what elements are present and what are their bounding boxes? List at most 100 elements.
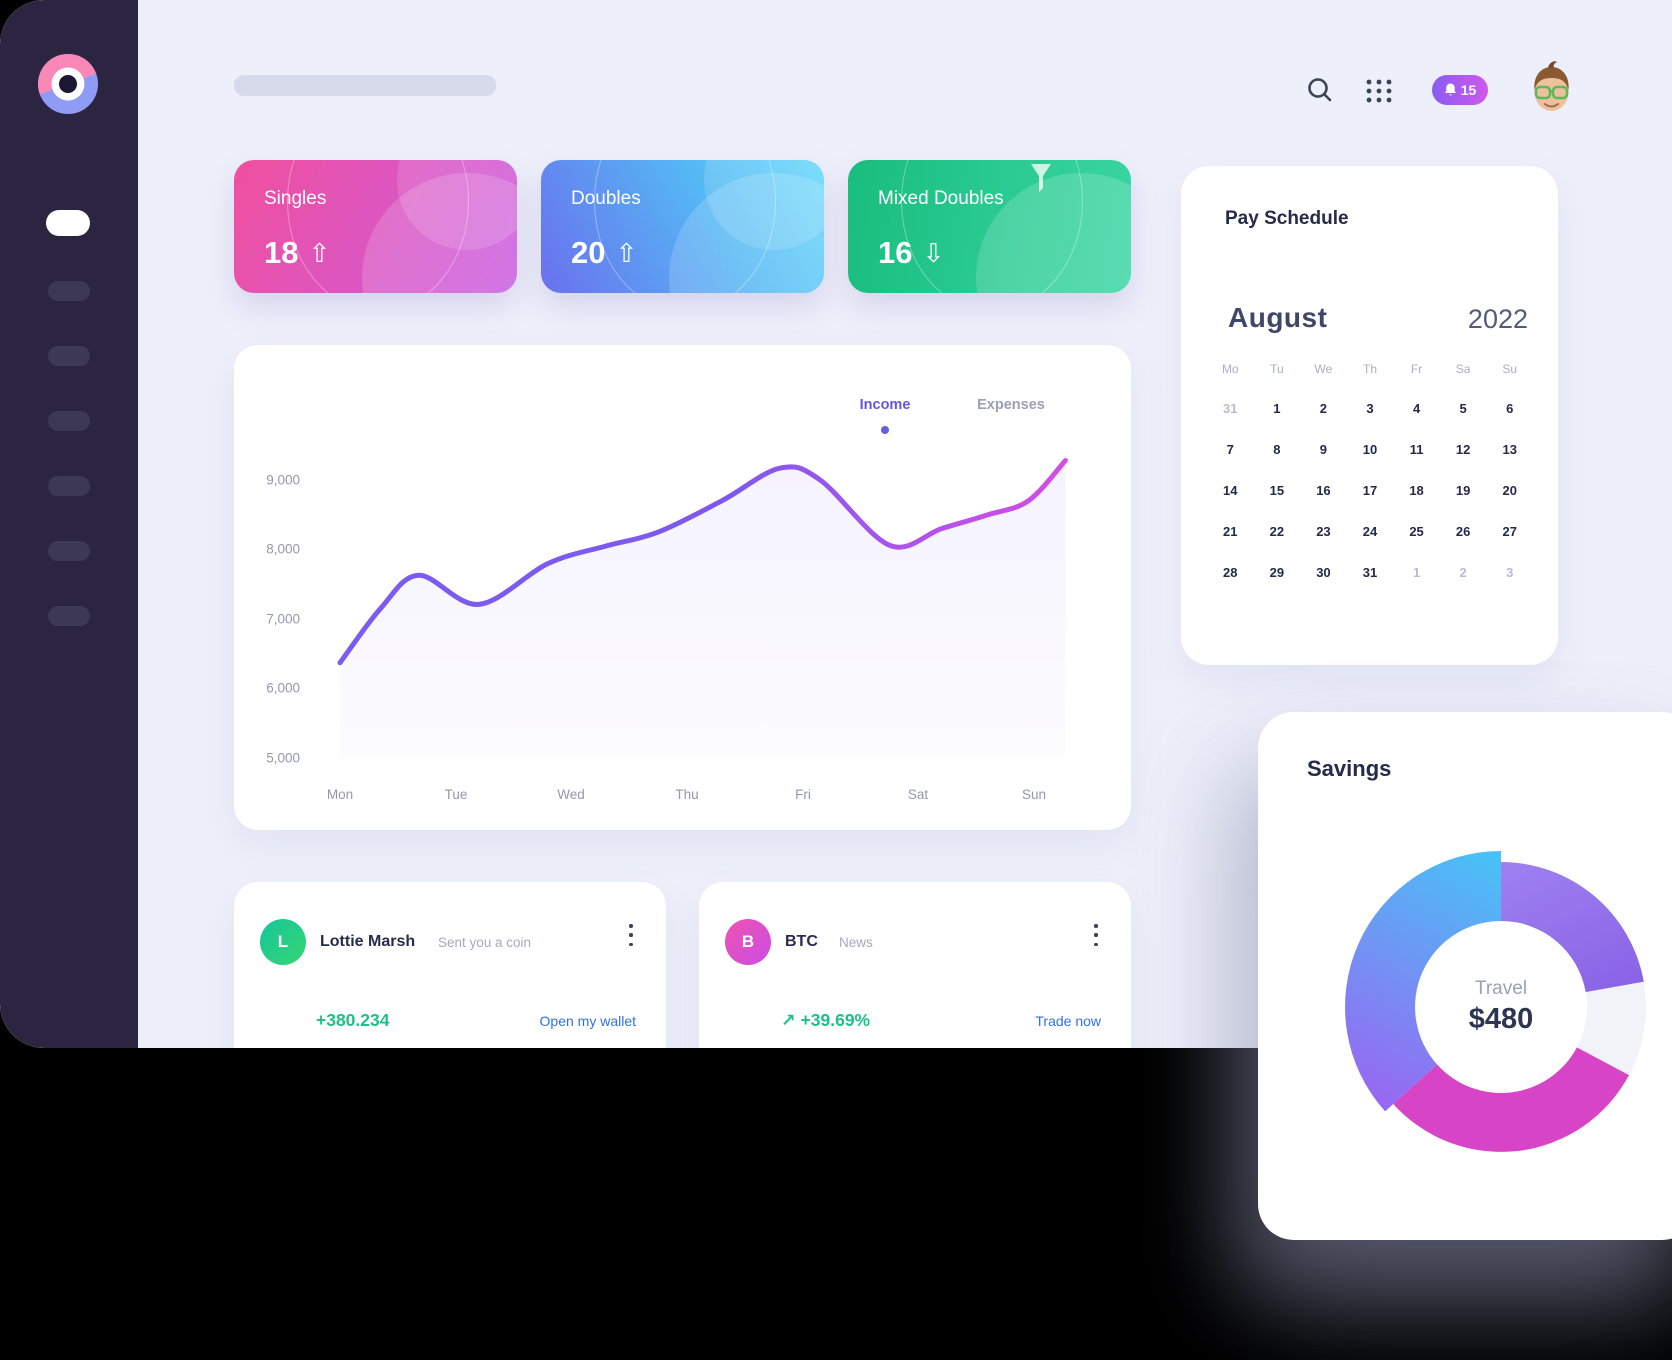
sidebar-item[interactable] [48,281,90,301]
calendar-day[interactable]: 7 [1226,442,1234,457]
avatar: L [260,919,306,965]
calendar-day[interactable]: 18 [1409,483,1424,498]
sidebar-item[interactable] [48,476,90,496]
donut-center-label: Travel $480 [1331,837,1671,1177]
stat-card-mixed-doubles[interactable]: Mixed Doubles 16 ⇩ [848,160,1131,293]
y-axis-tick: 6,000 [266,680,300,696]
trade-now-link[interactable]: Trade now [1035,1013,1101,1029]
calendar-day[interactable]: 3 [1366,401,1374,416]
x-axis-tick: Thu [675,787,699,802]
stat-value: 18 [264,235,299,270]
calendar-day[interactable]: 25 [1409,524,1424,539]
active-tab-dot [881,426,889,434]
transaction-subtitle: Sent you a coin [438,935,532,950]
stat-card-singles[interactable]: Singles 18 ⇧ [234,160,517,293]
calendar-day[interactable]: 16 [1316,483,1331,498]
sidebar-item[interactable] [48,606,90,626]
calendar-day[interactable]: 14 [1223,483,1238,498]
tab-income[interactable]: Income [859,397,911,413]
calendar-day[interactable]: 30 [1316,565,1331,580]
calendar-day[interactable]: 9 [1319,442,1328,457]
calendar-day[interactable]: 10 [1362,442,1378,457]
transaction-subtitle: News [839,935,873,950]
calendar-day[interactable]: 24 [1362,524,1378,539]
calendar-day[interactable]: 13 [1502,442,1517,457]
calendar-day[interactable]: 8 [1273,442,1281,457]
tab-expenses[interactable]: Expenses [977,397,1045,413]
calendar-day[interactable]: 27 [1502,524,1517,539]
trend-down-icon: ⇩ [922,237,945,268]
sidebar-item[interactable] [48,346,90,366]
x-axis-tick: Sat [907,787,929,802]
calendar-day[interactable]: 3 [1506,565,1514,580]
transaction-name: BTC [785,933,818,950]
calendar-day[interactable]: 31 [1223,401,1238,416]
calendar-day[interactable]: 4 [1412,401,1421,416]
calendar-day[interactable]: 31 [1362,565,1378,580]
calendar-day[interactable]: 21 [1223,524,1238,539]
calendar-day[interactable]: 28 [1223,565,1238,580]
day-header: Sa [1455,362,1471,376]
income-line-chart [337,458,1068,758]
brand-logo-icon[interactable] [37,53,99,115]
search-icon[interactable] [1306,76,1334,104]
apps-grid-icon[interactable] [1365,78,1393,104]
calendar-day[interactable]: 5 [1459,401,1467,416]
y-axis-tick: 5,000 [266,750,300,766]
calendar-day[interactable]: 2 [1459,565,1467,580]
notifications-button[interactable]: 15 [1432,75,1488,105]
donut-segment-purple [1501,862,1644,993]
avatar: B [725,919,771,965]
donut-segment-blue [1345,851,1501,1112]
kebab-menu-icon[interactable] [1087,922,1105,948]
income-series-line [337,458,1068,666]
calendar-day[interactable]: 12 [1455,442,1471,457]
sidebar-item[interactable] [48,541,90,561]
notification-count: 15 [1460,82,1477,98]
funnel-icon [1031,164,1051,192]
user-avatar[interactable] [1528,60,1575,114]
trend-up-icon: ⇧ [308,237,331,268]
chart-area-fill [340,460,1066,758]
calendar-day[interactable]: 23 [1316,524,1331,539]
kebab-menu-icon[interactable] [622,922,640,948]
day-header: Mo [1221,362,1239,376]
transaction-amount: +380.234 [316,1010,390,1030]
stat-card-doubles[interactable]: Doubles 20 ⇧ [541,160,824,293]
calendar-day-headers: Mo Tu We Th Fr Sa Su [1207,362,1533,376]
calendar-day[interactable]: 6 [1506,401,1514,416]
transaction-amount: ↗ +39.69% [781,1010,871,1030]
calendar-day[interactable]: 19 [1455,483,1471,498]
calendar-day[interactable]: 1 [1273,401,1281,416]
transaction-name: Lottie Marsh [320,933,416,950]
calendar-day[interactable]: 29 [1269,565,1285,580]
card-title: Savings [1307,756,1392,781]
open-wallet-link[interactable]: Open my wallet [539,1013,636,1029]
calendar-grid: 31 1 2 3 4 5 6 7 8 9 10 11 12 13 14 15 16 17 18 19 20 21 22 23 2… [1207,398,1533,584]
calendar-day[interactable]: 26 [1455,524,1471,539]
calendar-day[interactable]: 15 [1269,483,1285,498]
pay-schedule-card: Pay Schedule August 2022 Mo Tu We Th Fr … [1181,166,1558,665]
calendar-day[interactable]: 20 [1502,483,1517,498]
trend-up-right-icon: ↗ [781,1010,796,1030]
sidebar-item-active[interactable] [46,210,90,236]
day-header: We [1314,362,1333,376]
sidebar-item[interactable] [48,411,90,431]
sidebar [0,0,138,1048]
transaction-card-btc: B BTC News ↗ +39.69% Trade now [699,882,1131,1048]
calendar-day[interactable]: 17 [1362,483,1378,498]
card-title: Pay Schedule [1225,208,1349,229]
stat-label: Mixed Doubles [878,188,1004,209]
savings-card: Savings Travel $480 [1258,712,1672,1240]
savings-category: Travel [1474,978,1528,999]
day-header: Tu [1270,362,1284,376]
transaction-card-lottie: L Lottie Marsh Sent you a coin +380.234 … [234,882,666,1048]
calendar-day[interactable]: 22 [1269,524,1285,539]
calendar-day[interactable]: 11 [1409,442,1424,457]
stat-value: 16 [878,235,913,270]
calendar-day[interactable]: 1 [1412,565,1421,580]
income-chart-card: Income Expenses 9,000 8,000 7,000 6,000 … [234,345,1131,830]
x-axis-tick: Wed [557,787,585,802]
savings-donut-chart [1345,851,1647,1152]
calendar-day[interactable]: 2 [1319,401,1328,416]
